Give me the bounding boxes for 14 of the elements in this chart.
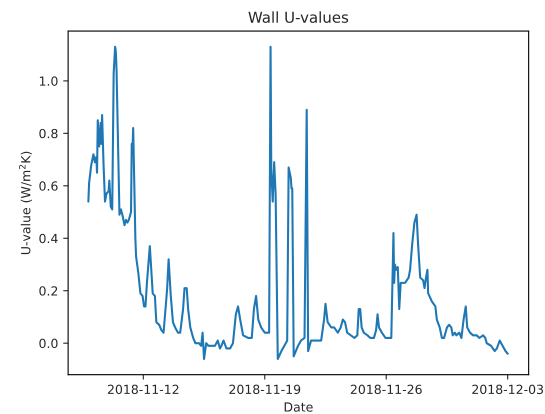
line-series	[87, 46, 509, 360]
y-tick-label: 0.0	[39, 338, 58, 348]
y-tick-label: 0.4	[39, 234, 58, 244]
x-tick-label: 2018-11-12	[108, 384, 178, 394]
x-tick-label: 2018-11-26	[350, 384, 422, 394]
chart-title: Wall U-values	[248, 11, 348, 23]
y-axis-title: U-value (W/m$^{2}$K)	[18, 152, 32, 254]
y-tick-label: 1.0	[40, 76, 58, 86]
y-tick-label: 0.8	[39, 128, 58, 138]
x-tick-label: 2018-12-03	[472, 384, 544, 394]
y-tick-label: 0.6	[39, 181, 58, 191]
y-tick-label: 0.2	[39, 286, 58, 296]
x-tick-label: 2018-11-19	[229, 384, 300, 394]
x-axis-title: Date	[284, 402, 313, 412]
